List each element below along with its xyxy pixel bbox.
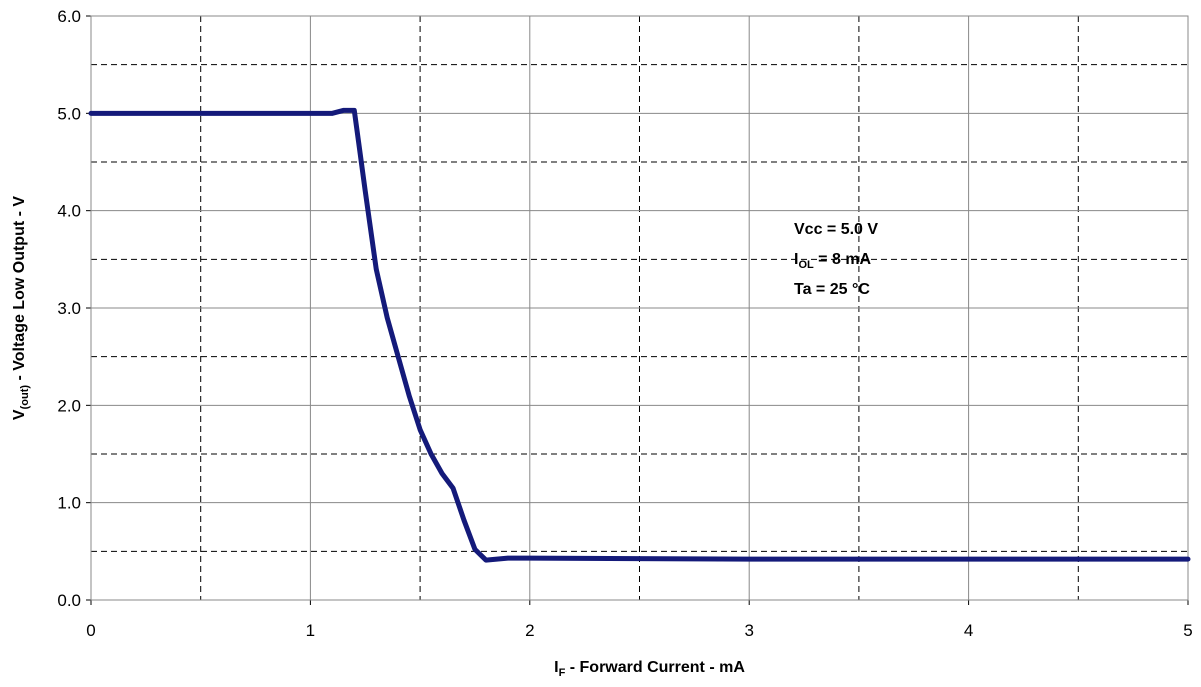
annotation-main: Ta = 25 °C: [794, 281, 870, 298]
x-axis-label-sub: F: [559, 667, 566, 679]
annotation-main: I: [794, 251, 798, 268]
y-tick-label: 4.0: [57, 202, 81, 221]
annotation-sub: OL: [798, 259, 814, 271]
y-axis-label-sub: (out): [19, 385, 31, 410]
x-axis-label-rest: - Forward Current - mA: [565, 659, 745, 676]
x-axis-label: IF - Forward Current - mA: [554, 659, 745, 679]
y-tick-label: 3.0: [57, 299, 81, 318]
x-tick-label: 2: [525, 621, 534, 640]
y-tick-label: 0.0: [57, 591, 81, 610]
y-tick-label: 2.0: [57, 396, 81, 415]
y-tick-label: 6.0: [57, 7, 81, 26]
x-tick-label: 4: [964, 621, 973, 640]
x-tick-label: 0: [86, 621, 95, 640]
x-tick-label: 3: [744, 621, 753, 640]
x-tick-label: 5: [1183, 621, 1192, 640]
y-tick-label: 5.0: [57, 104, 81, 123]
y-tick-label: 1.0: [57, 494, 81, 513]
annotation: Vcc = 5.0 V: [794, 221, 878, 238]
y-axis-label-rest: - Voltage Low Output - V: [11, 196, 28, 385]
x-axis-label-main: I: [554, 659, 558, 676]
y-axis-label-main: V: [11, 409, 28, 420]
annotation-rest: = 8 mA: [814, 251, 872, 268]
y-axis-label: V(out) - Voltage Low Output - V: [11, 196, 31, 420]
annotation-main: Vcc = 5.0 V: [794, 221, 878, 238]
annotation: IOL = 8 mA: [794, 251, 872, 271]
x-tick-label: 1: [306, 621, 315, 640]
annotation: Ta = 25 °C: [794, 281, 870, 298]
plot-frame: [90, 15, 1189, 601]
y-axis-label-group: V(out) - Voltage Low Output - V: [11, 196, 31, 420]
data-line: [88, 107, 1191, 563]
